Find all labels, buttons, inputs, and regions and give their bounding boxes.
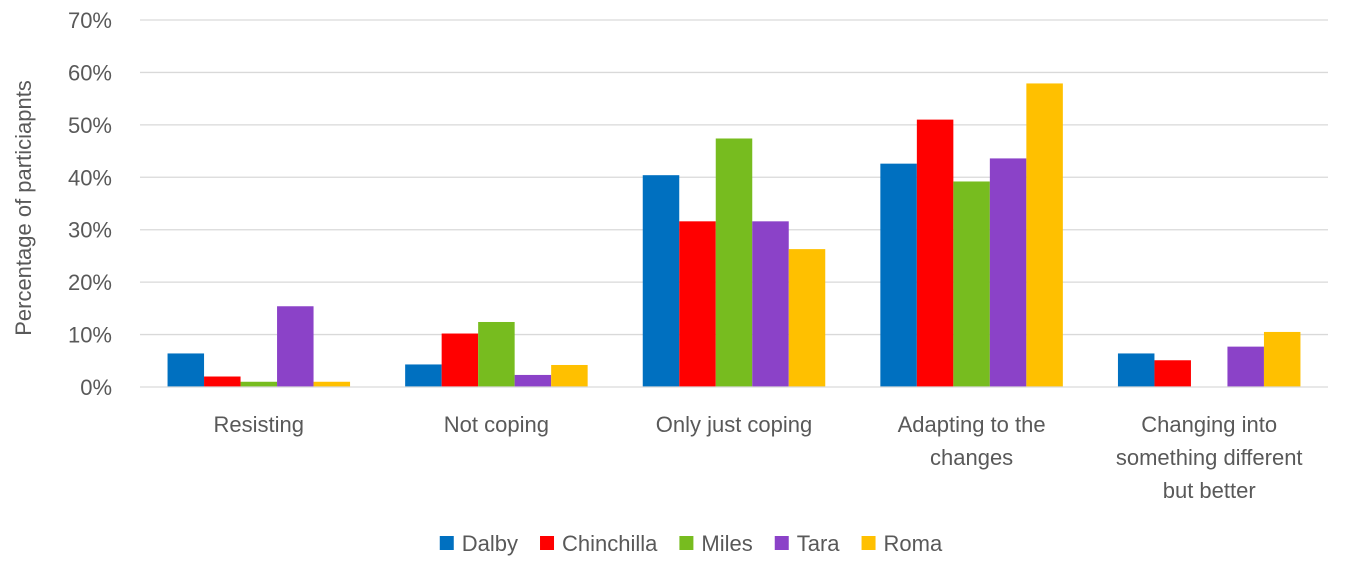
bar-tara (1227, 346, 1264, 387)
bar-chinchilla (204, 376, 241, 387)
bar-miles (715, 138, 753, 387)
x-category-label: Resisting (214, 412, 304, 437)
bar-chinchilla (1154, 360, 1191, 387)
y-tick-label: 0% (80, 375, 112, 400)
x-category-label: Adapting to the changes (898, 412, 1046, 470)
bar-dalby (642, 175, 680, 387)
x-axis-category-labels: Resisting Not coping Only just coping Adapt… (214, 412, 1303, 503)
bar-tara (514, 374, 552, 387)
y-tick-label: 70% (68, 8, 112, 33)
legend-label-tara: Tara (797, 531, 841, 556)
legend-label-miles: Miles (701, 531, 752, 556)
bar-dalby (1117, 353, 1155, 387)
bars (167, 83, 1301, 387)
y-axis-tick-labels: 0% 10% 20% 30% 40% 50% 60% 70% (68, 8, 112, 400)
legend-swatch-tara (774, 536, 789, 550)
legend-swatch-chinchilla (540, 536, 555, 550)
x-category-label: Only just coping (656, 412, 813, 437)
x-category-label: Not coping (444, 412, 549, 437)
y-tick-label: 60% (68, 60, 112, 85)
bar-chinchilla (441, 333, 479, 387)
bar-roma (1026, 83, 1063, 387)
bar-miles (240, 381, 278, 387)
bar-tara (752, 221, 789, 387)
legend-label-roma: Roma (884, 531, 943, 556)
bar-roma (1263, 331, 1301, 387)
bar-chinchilla (916, 119, 954, 387)
bar-roma (313, 381, 351, 387)
legend-swatch-roma (861, 536, 876, 550)
x-category-label: Changing into something different but bett… (1116, 412, 1303, 503)
bar-tara (989, 158, 1027, 387)
bar-miles (478, 321, 515, 387)
bar-roma (551, 364, 588, 387)
y-tick-label: 50% (68, 113, 112, 138)
y-tick-label: 40% (68, 165, 112, 190)
bar-dalby (167, 353, 205, 387)
bar-roma (788, 249, 826, 387)
legend-label-dalby: Dalby (462, 531, 518, 556)
bar-dalby (405, 364, 442, 387)
y-tick-label: 30% (68, 218, 112, 243)
bar-miles (953, 181, 990, 387)
legend: Dalby Chinchilla Miles Tara Roma (439, 531, 943, 556)
bar-tara (277, 306, 314, 387)
y-axis-label: Percentage of particiapnts (11, 80, 36, 336)
legend-swatch-miles (679, 536, 694, 550)
bar-dalby (880, 163, 917, 387)
legend-label-chinchilla: Chinchilla (562, 531, 658, 556)
y-tick-label: 20% (68, 270, 112, 295)
bar-chinchilla (679, 221, 716, 387)
legend-swatch-dalby (439, 536, 454, 550)
y-tick-label: 10% (68, 323, 112, 348)
